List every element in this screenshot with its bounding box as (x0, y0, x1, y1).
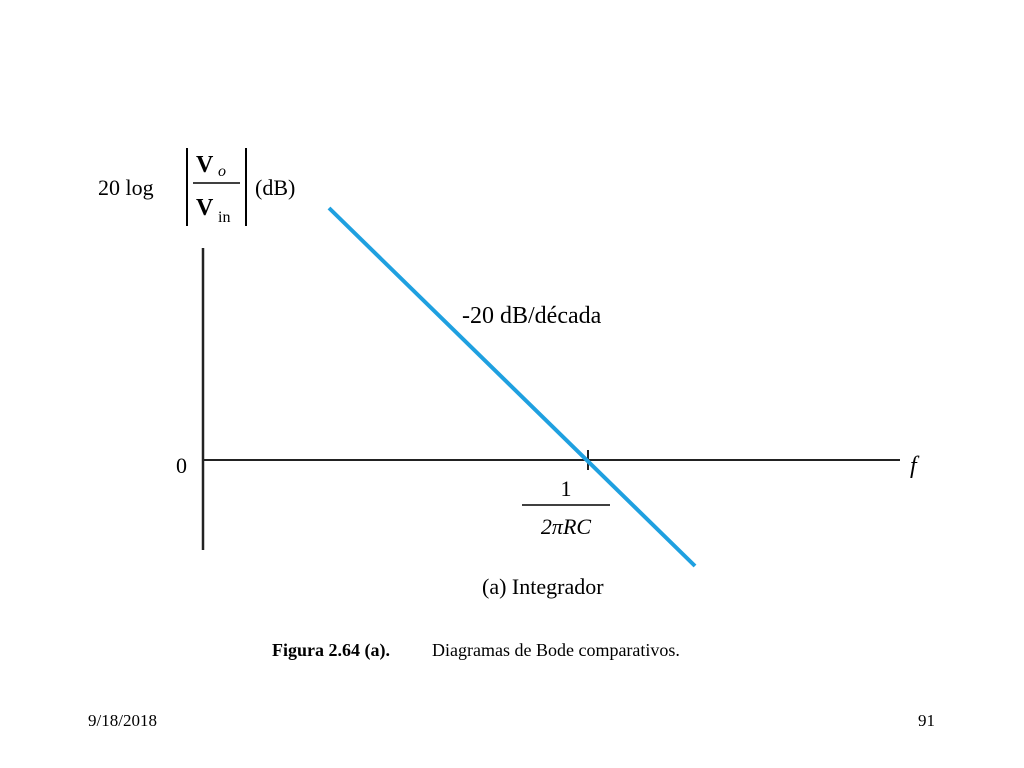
y-label-numerator-sub: o (218, 163, 226, 180)
y-label-unit: (dB) (255, 175, 295, 200)
y-label-prefix: 20 log (98, 175, 154, 200)
caption: (a) Integrador (482, 574, 604, 599)
origin-label: 0 (176, 453, 187, 478)
corner-denominator: 2πRC (541, 514, 591, 539)
x-axis-label: f (910, 453, 920, 479)
slope-label: -20 dB/década (462, 303, 602, 329)
y-label-denominator: V (196, 195, 214, 221)
footer-page: 91 (918, 711, 935, 730)
bode-line (327, 206, 697, 568)
corner-numerator: 1 (561, 476, 572, 501)
figure-number: Figura 2.64 (a). (272, 640, 390, 661)
figure-text: Diagramas de Bode comparativos. (432, 640, 680, 660)
y-label-numerator: V (196, 152, 214, 178)
y-label-denominator-sub: in (218, 209, 230, 226)
footer-date: 9/18/2018 (88, 711, 157, 730)
